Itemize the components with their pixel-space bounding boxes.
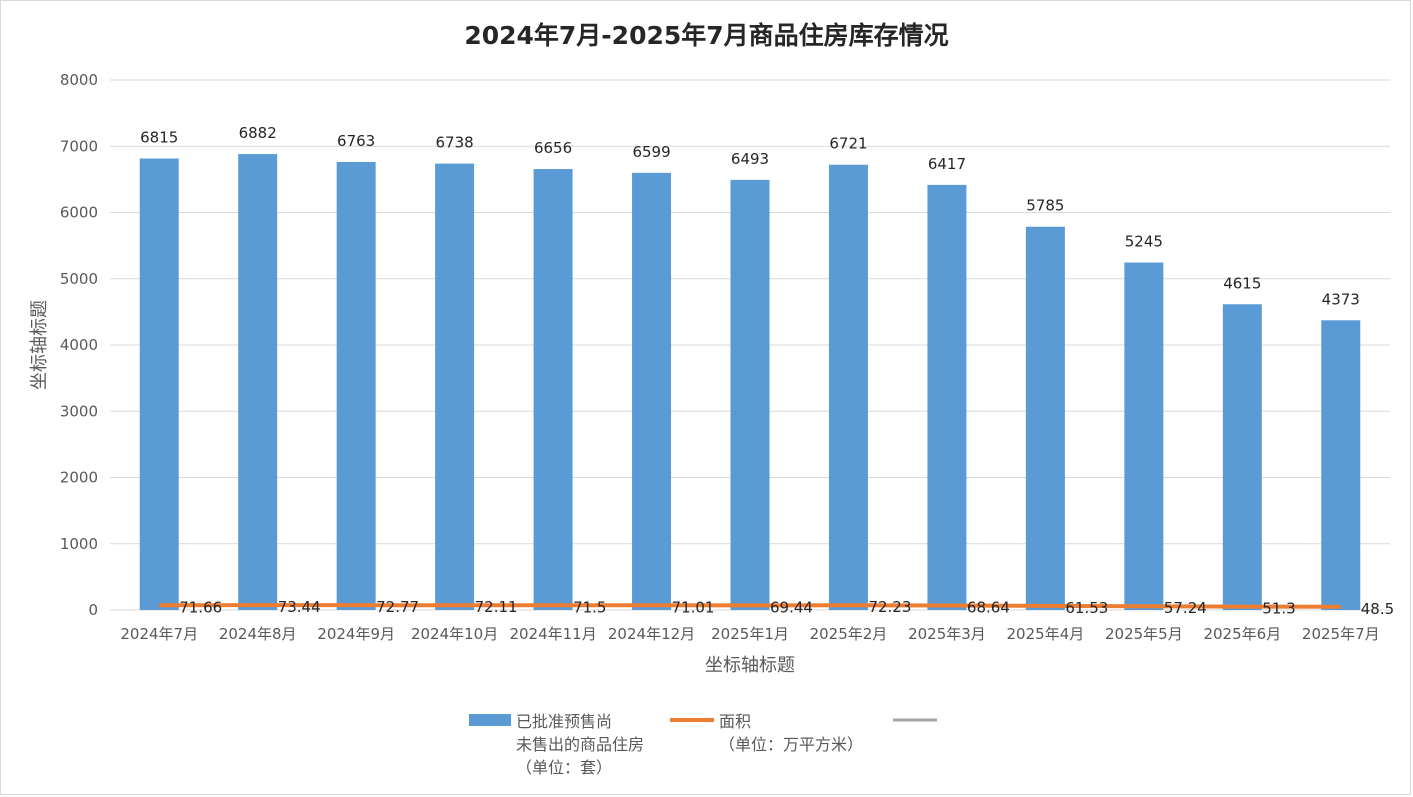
y-tick-label: 0: [88, 601, 98, 619]
legend-line-label-line: 面积: [719, 712, 752, 731]
legend-bar-label-line: （单位：套）: [516, 758, 613, 777]
line-data-label: 51.3: [1262, 600, 1295, 618]
x-tick-label: 2024年8月: [219, 625, 297, 643]
x-axis-title: 坐标轴标题: [705, 655, 795, 676]
bar: [730, 179, 770, 610]
line-data-label: 71.66: [179, 598, 222, 616]
y-tick-label: 4000: [60, 336, 98, 354]
y-axis-title: 坐标轴标题: [29, 300, 50, 390]
x-tick-label: 2025年3月: [908, 625, 986, 643]
x-tick-label: 2024年11月: [509, 625, 596, 643]
bar: [632, 172, 672, 610]
x-tick-label: 2025年6月: [1203, 625, 1281, 643]
x-tick-label: 2025年4月: [1007, 625, 1085, 643]
bar: [1025, 226, 1065, 610]
bar-data-label: 6417: [928, 155, 966, 173]
x-tick-labels: 2024年7月 2024年8月 2024年9月 2024年10月 2024年11月 202…: [120, 625, 1379, 643]
bar-data-label: 6738: [436, 134, 474, 152]
x-tick-label: 2025年7月: [1302, 625, 1380, 643]
bar: [1222, 304, 1262, 610]
bar-data-label: 6882: [239, 124, 277, 142]
legend-line-label: 面积 （单位：万平方米）: [719, 710, 863, 756]
y-tick-labels: 0 1000 2000 3000 4000 5000 6000 7000 8000: [60, 71, 98, 619]
bar-data-label: 6599: [632, 143, 670, 161]
legend: [469, 714, 937, 726]
legend-line-label-line: （单位：万平方米）: [719, 735, 864, 754]
legend-bar-label-line: 已批准预售尚: [516, 712, 613, 731]
y-tick-label: 3000: [60, 402, 98, 420]
bar-series: [139, 154, 1361, 611]
bar-data-label: 4615: [1223, 274, 1261, 292]
y-tick-label: 6000: [60, 204, 98, 222]
y-tick-label: 7000: [60, 137, 98, 155]
line-data-label: 61.53: [1065, 599, 1108, 617]
bar-data-label: 5785: [1026, 197, 1064, 215]
legend-bar-label: 已批准预售尚 未售出的商品住房 （单位：套）: [516, 710, 644, 779]
y-tick-label: 5000: [60, 270, 98, 288]
line-data-label: 48.5: [1361, 600, 1394, 618]
line-data-label: 72.23: [868, 598, 911, 616]
x-tick-label: 2024年7月: [120, 625, 198, 643]
line-series-path: [159, 603, 1341, 609]
bar-data-label: 6763: [337, 132, 375, 150]
bar-data-label: 5245: [1125, 233, 1163, 251]
bar-data-label: 6815: [140, 129, 178, 147]
bar-data-label: 6721: [829, 135, 867, 153]
bar: [139, 158, 179, 610]
line-data-label: 68.64: [967, 598, 1010, 616]
y-tick-label: 1000: [60, 535, 98, 553]
bar-data-label: 6656: [534, 139, 572, 157]
line-data-labels: 71.66 73.44 72.77 72.11 71.5 71.01 69.44 72.23 6…: [179, 598, 1394, 618]
line-data-label: 72.11: [475, 598, 518, 616]
bar: [1124, 262, 1164, 610]
line-data-label: 72.77: [376, 598, 419, 616]
line-data-label: 71.5: [573, 598, 606, 616]
bar-data-label: 6493: [731, 150, 769, 168]
line-data-label: 73.44: [278, 598, 321, 616]
legend-bar-swatch: [469, 714, 511, 726]
x-tick-label: 2025年5月: [1105, 625, 1183, 643]
bar-data-label: 4373: [1322, 290, 1360, 308]
bar: [1321, 320, 1361, 610]
x-tick-label: 2025年1月: [711, 625, 789, 643]
line-data-label: 69.44: [770, 598, 813, 616]
line-data-label: 71.01: [672, 598, 715, 616]
x-tick-label: 2024年9月: [317, 625, 395, 643]
bar: [435, 163, 475, 611]
bar: [927, 184, 967, 610]
bar: [828, 164, 868, 610]
y-tick-label: 8000: [60, 71, 98, 89]
x-tick-label: 2025年2月: [810, 625, 888, 643]
line-data-label: 57.24: [1164, 599, 1207, 617]
chart-title: 2024年7月-2025年7月商品住房库存情况: [464, 21, 949, 50]
x-tick-label: 2024年10月: [411, 625, 498, 643]
line-series: [159, 603, 1341, 609]
y-tick-label: 2000: [60, 469, 98, 487]
bar: [238, 154, 278, 610]
bar: [336, 161, 376, 611]
bar-data-labels: 6815 6882 6763 6738 6656 6599 6493 6721 6417 5785…: [140, 124, 1360, 308]
bar: [533, 169, 573, 611]
x-tick-label: 2024年12月: [608, 625, 695, 643]
legend-bar-label-line: 未售出的商品住房: [516, 735, 645, 754]
